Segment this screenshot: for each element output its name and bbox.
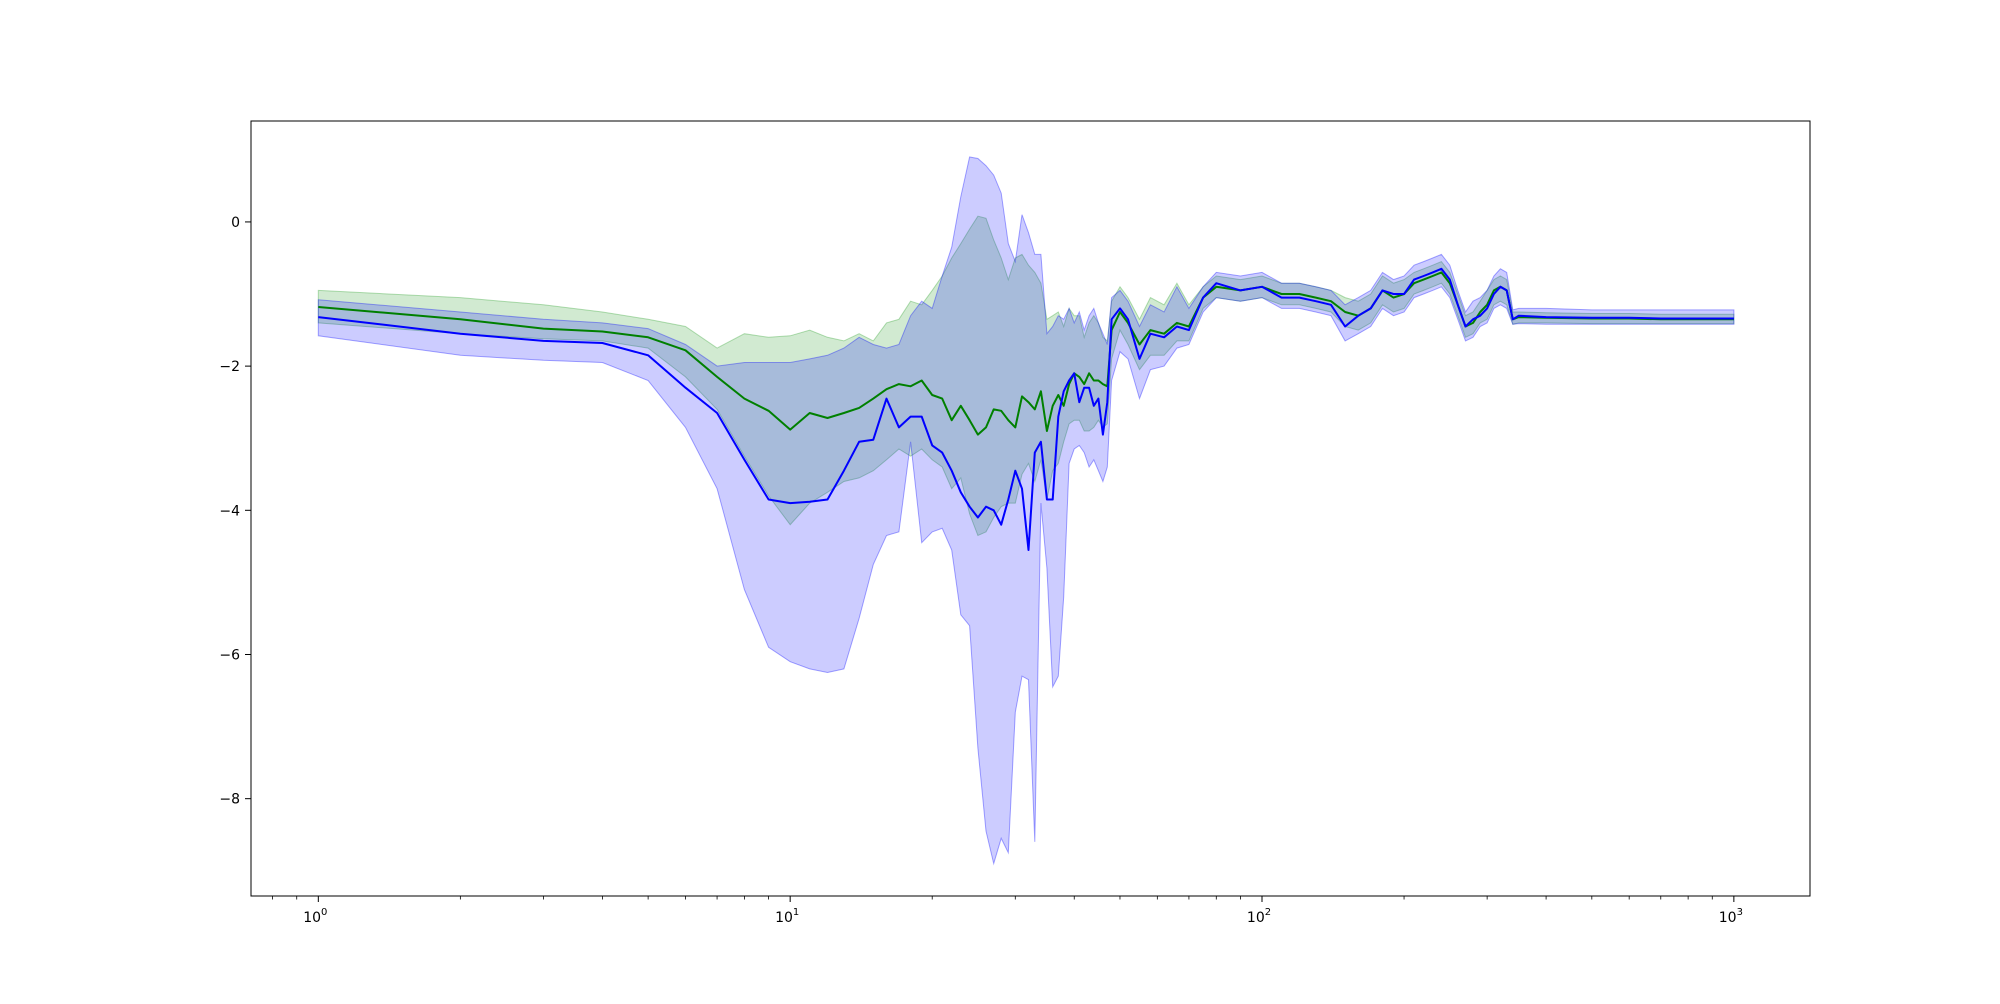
y-tick-label: 0 bbox=[231, 215, 240, 231]
x-axis: 100 101 102 103 bbox=[272, 896, 1743, 926]
plot-area-frame bbox=[250, 120, 1811, 897]
y-tick-label: −4 bbox=[219, 503, 240, 519]
series-lines bbox=[318, 267, 1734, 551]
y-tick-label: −6 bbox=[219, 647, 240, 663]
confidence-bands bbox=[317, 156, 1735, 866]
x-tick-label: 103 bbox=[1719, 907, 1743, 926]
series-1-band bbox=[317, 156, 1735, 866]
y-tick-label: −8 bbox=[219, 792, 240, 808]
y-axis: 0 −2 −4 −6 −8 bbox=[219, 215, 251, 808]
x-tick-label: 100 bbox=[303, 907, 327, 926]
x-tick-label: 102 bbox=[1247, 907, 1271, 926]
x-tick-label: 101 bbox=[775, 907, 799, 926]
y-tick-label: −2 bbox=[219, 359, 240, 375]
series-1-line bbox=[318, 267, 1734, 551]
